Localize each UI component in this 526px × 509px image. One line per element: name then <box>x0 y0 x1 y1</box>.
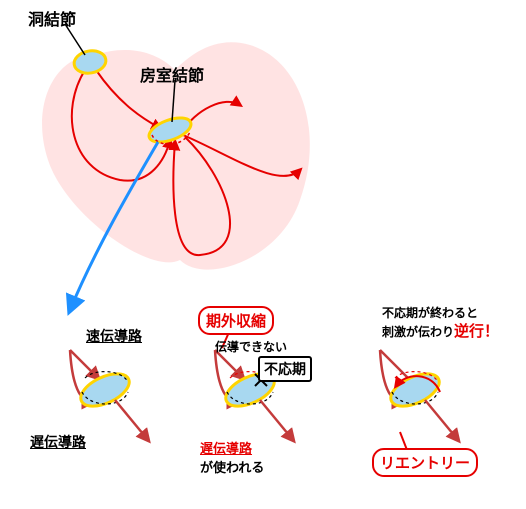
fast-path-line <box>70 350 98 378</box>
slow-path-label: 遅伝導路 <box>30 432 86 452</box>
slow-used-red: 遅伝導路 <box>200 441 252 456</box>
out-line <box>425 400 458 440</box>
refrac-end-2: 刺激が伝わり <box>382 325 454 339</box>
small-diagram-3 <box>380 350 458 440</box>
out-line <box>115 400 148 440</box>
av-node-label: 房室結節 <box>140 62 204 86</box>
slow-used-label: 遅伝導路 が使われる <box>200 438 264 476</box>
fast-path-line <box>380 350 408 378</box>
cant-conduct-label: 伝導できない <box>215 338 287 355</box>
out-line <box>260 400 293 440</box>
retrograde-label: 逆行！ <box>454 323 499 340</box>
refractory-label: 不応期 <box>258 356 312 382</box>
pvc-callout: 期外収縮 <box>198 306 274 335</box>
sa-node-label: 洞結節 <box>28 6 76 30</box>
refrac-end-1: 不応期が終わると <box>382 304 478 321</box>
node-1 <box>76 367 134 413</box>
fast-path-label: 速伝導路 <box>86 326 142 346</box>
refrac-end-line2: 刺激が伝わり逆行！ <box>382 320 499 341</box>
slow-used-black: が使われる <box>200 460 264 475</box>
reentry-callout: リエントリー <box>372 448 478 477</box>
node-3 <box>386 367 444 413</box>
small-diagram-1 <box>70 350 148 440</box>
